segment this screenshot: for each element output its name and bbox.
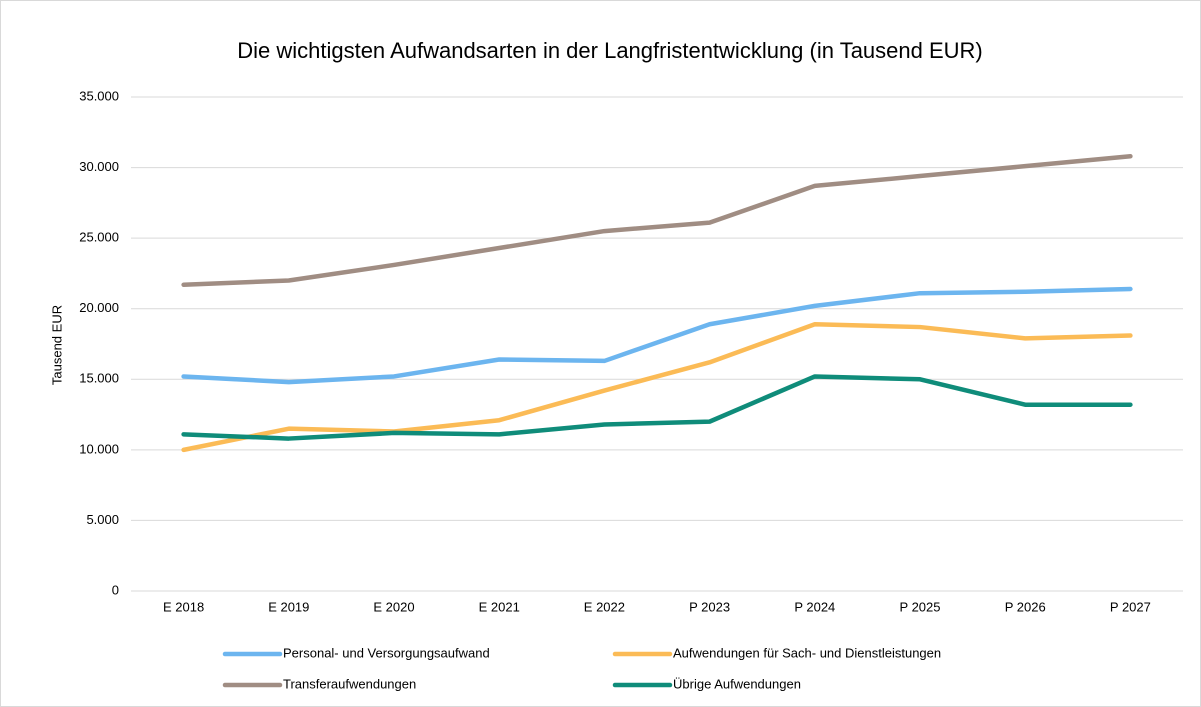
x-tick-label: P 2024: [794, 599, 835, 614]
x-tick-label: E 2018: [163, 599, 204, 614]
x-tick-label: E 2020: [373, 599, 414, 614]
series-line: [181, 374, 1133, 441]
y-tick-label: 15.000: [79, 371, 119, 386]
x-tick-label: E 2022: [584, 599, 625, 614]
y-tick-label: 0: [112, 582, 119, 597]
series-line: [181, 321, 1133, 453]
x-tick-label: P 2026: [1005, 599, 1046, 614]
legend-label: Aufwendungen für Sach- und Dienstleistun…: [673, 645, 941, 660]
x-tick-label: E 2019: [268, 599, 309, 614]
y-tick-label: 25.000: [79, 230, 119, 245]
series-line: [181, 154, 1133, 287]
chart-title: Die wichtigsten Aufwandsarten in der Lan…: [237, 38, 983, 63]
legend-label: Personal- und Versorgungsaufwand: [283, 645, 490, 660]
x-tick-label: P 2023: [689, 599, 730, 614]
legend-label: Transferaufwendungen: [283, 676, 416, 691]
series-line: [181, 286, 1133, 385]
x-tick-label: E 2021: [479, 599, 520, 614]
y-tick-label: 5.000: [86, 512, 119, 527]
x-tick-label: P 2025: [900, 599, 941, 614]
legend-label: Übrige Aufwendungen: [673, 676, 801, 691]
y-tick-label: 30.000: [79, 159, 119, 174]
y-tick-label: 35.000: [79, 88, 119, 103]
y-tick-label: 20.000: [79, 300, 119, 315]
y-axis-label: Tausend EUR: [49, 305, 64, 385]
y-tick-label: 10.000: [79, 441, 119, 456]
x-tick-label: P 2027: [1110, 599, 1151, 614]
